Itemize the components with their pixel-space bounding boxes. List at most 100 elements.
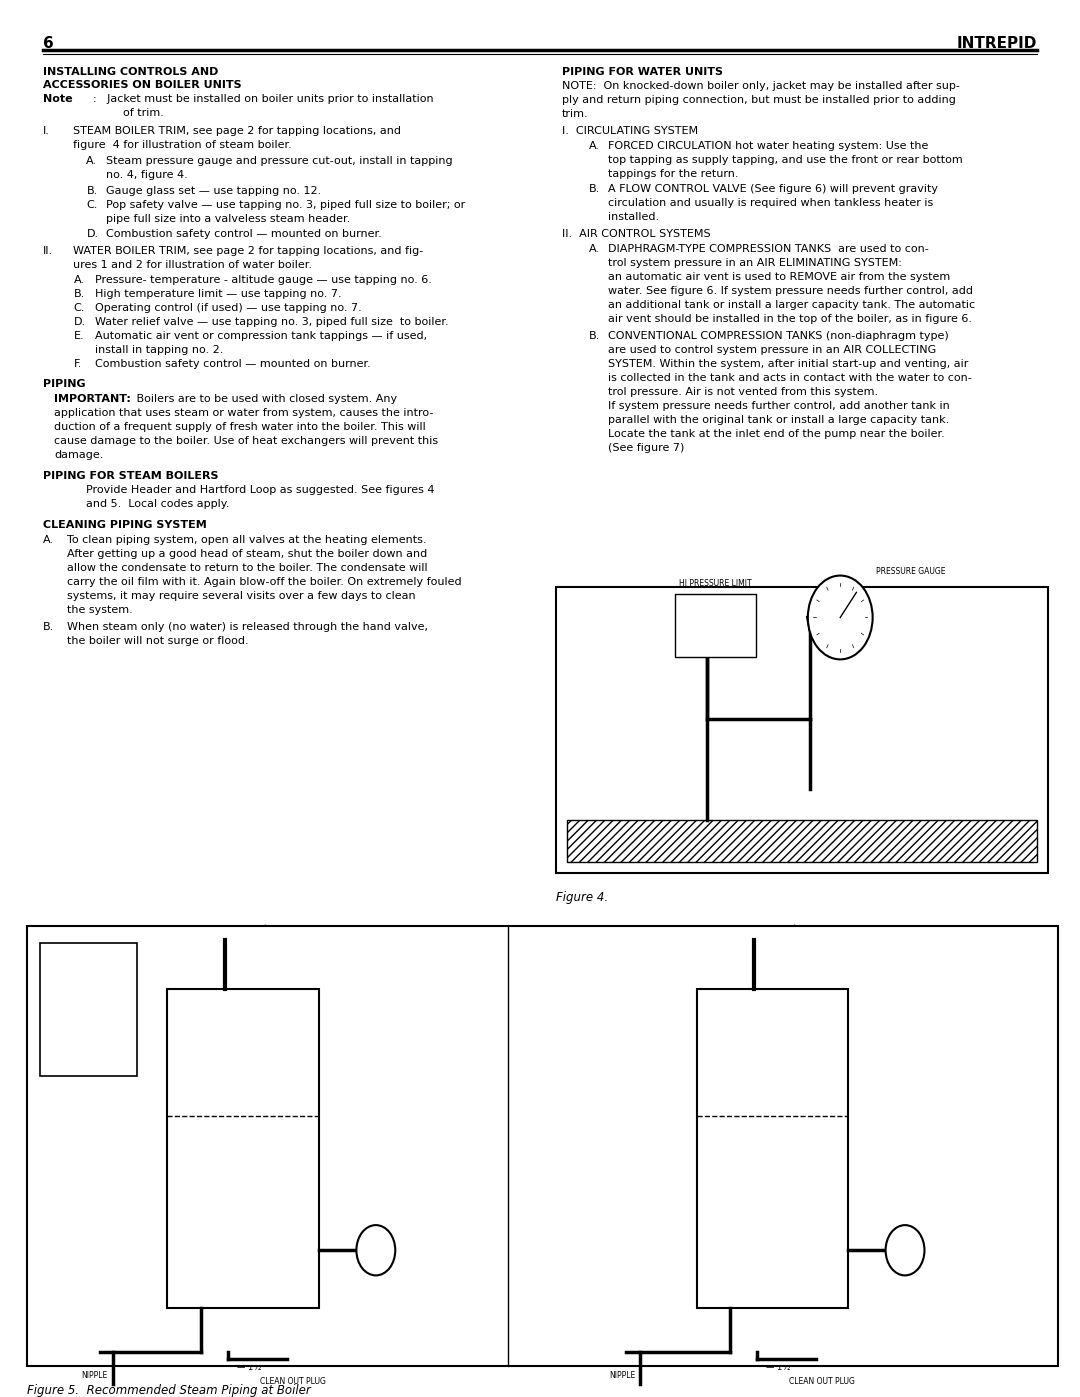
- Text: A.: A.: [589, 141, 599, 151]
- Bar: [556, 587, 1048, 873]
- Text: 1/4" TEE: 1/4" TEE: [670, 707, 702, 715]
- Text: B.: B.: [43, 622, 54, 631]
- Text: WATER: WATER: [664, 1118, 691, 1127]
- Text: CLEANING PIPING SYSTEM: CLEANING PIPING SYSTEM: [43, 520, 207, 529]
- Text: INSTALLING CONTROLS AND: INSTALLING CONTROLS AND: [43, 67, 218, 77]
- Text: SYSTEM. Within the system, after initial start-up and venting, air: SYSTEM. Within the system, after initial…: [608, 359, 969, 369]
- Text: When steam only (no water) is released through the hand valve,: When steam only (no water) is released t…: [67, 622, 428, 631]
- Text: Models TR-50 through TR-70: Models TR-50 through TR-70: [136, 1343, 350, 1355]
- Text: Boilers are to be used with closed system. Any: Boilers are to be used with closed syste…: [133, 394, 397, 404]
- Text: INTREPID: INTREPID: [957, 36, 1037, 52]
- Text: parallel with the original tank or install a large capacity tank.: parallel with the original tank or insta…: [608, 415, 949, 425]
- Text: air vent should be installed in the top of the boiler, as in figure 6.: air vent should be installed in the top …: [608, 314, 972, 324]
- Text: To clean piping system, open all valves at the heating elements.: To clean piping system, open all valves …: [67, 535, 427, 545]
- Bar: [27, 926, 1058, 1366]
- Text: of trim.: of trim.: [123, 108, 164, 117]
- Text: Gauge glass set — use tapping no. 12.: Gauge glass set — use tapping no. 12.: [106, 186, 321, 196]
- Text: NOTE:  On knocked-down boiler only, jacket may be installed after sup-: NOTE: On knocked-down boiler only, jacke…: [562, 81, 959, 91]
- Text: are used to control system pressure in an AIR COLLECTING: are used to control system pressure in a…: [608, 345, 936, 355]
- Text: Combustion safety control — mounted on burner.: Combustion safety control — mounted on b…: [95, 359, 370, 369]
- Text: Dim.: Dim.: [102, 963, 126, 972]
- Text: Boiler: Boiler: [49, 951, 81, 961]
- Text: PIPING FOR WATER UNITS: PIPING FOR WATER UNITS: [562, 67, 723, 77]
- Text: NIPPLE: NIPPLE: [82, 1370, 108, 1380]
- Text: C.: C.: [86, 200, 98, 210]
- Text: NORMAL: NORMAL: [129, 1099, 162, 1108]
- Text: 22¹⁹/₃₂: 22¹⁹/₃₂: [99, 1055, 129, 1063]
- Text: NIPPLE: NIPPLE: [816, 743, 842, 752]
- Text: no. 4, figure 4.: no. 4, figure 4.: [106, 170, 188, 180]
- Text: A.: A.: [43, 535, 54, 545]
- Text: ACCESSORIES ON BOILER UNITS: ACCESSORIES ON BOILER UNITS: [43, 80, 242, 89]
- Text: Water relief valve — use tapping no. 3, piped full size  to boiler.: Water relief valve — use tapping no. 3, …: [95, 317, 448, 327]
- Text: MIN.: MIN.: [270, 942, 287, 950]
- Text: A FLOW CONTROL VALVE (See figure 6) will prevent gravity: A FLOW CONTROL VALVE (See figure 6) will…: [608, 184, 939, 194]
- Text: Models TR-30 through TR-40: Models TR-30 through TR-40: [665, 1343, 879, 1355]
- Text: If system pressure needs further control, add another tank in: If system pressure needs further control…: [608, 401, 949, 411]
- Text: DIAPHRAGM-TYPE COMPRESSION TANKS  are used to con-: DIAPHRAGM-TYPE COMPRESSION TANKS are use…: [608, 244, 929, 254]
- Text: trol pressure. Air is not vented from this system.: trol pressure. Air is not vented from th…: [608, 387, 878, 397]
- Text: CLEAN OUT PLUG: CLEAN OUT PLUG: [260, 1377, 326, 1386]
- Bar: [675, 594, 756, 657]
- Text: Steam pressure gauge and pressure cut-out, install in tapping: Steam pressure gauge and pressure cut-ou…: [106, 156, 453, 166]
- Text: HI PRESSURE LIMIT: HI PRESSURE LIMIT: [679, 580, 752, 588]
- Text: Operating control (if used) — use tapping no. 7.: Operating control (if used) — use tappin…: [95, 303, 362, 313]
- Text: 25½": 25½": [102, 1207, 124, 1217]
- Text: A.: A.: [73, 275, 84, 285]
- Text: TR-70: TR-70: [50, 1055, 81, 1065]
- Text: 1½": 1½": [242, 1299, 259, 1308]
- Text: Figure 4.: Figure 4.: [556, 891, 608, 904]
- Text: SUPPLY: SUPPLY: [758, 954, 788, 963]
- Text: SUPPLY: SUPPLY: [229, 954, 259, 963]
- Text: WATER: WATER: [135, 1118, 162, 1127]
- Text: 19⁷/₃₂: 19⁷/₃₂: [102, 1021, 126, 1031]
- Text: installed.: installed.: [608, 212, 659, 222]
- Text: the system.: the system.: [67, 605, 133, 615]
- Text: Note: Note: [43, 94, 72, 103]
- Text: Pop safety valve — use tapping no. 3, piped full size to boiler; or: Pop safety valve — use tapping no. 3, pi…: [106, 200, 465, 210]
- Text: NIPPLE: NIPPLE: [609, 1370, 635, 1380]
- Text: BOILER: BOILER: [251, 1333, 278, 1341]
- Text: FORCED CIRCULATION hot water heating system: Use the: FORCED CIRCULATION hot water heating sys…: [608, 141, 929, 151]
- Text: CLOSE: CLOSE: [610, 1356, 635, 1366]
- Text: A: A: [271, 1206, 281, 1220]
- Text: 25½": 25½": [631, 1207, 653, 1217]
- Text: CONVENTIONAL COMPRESSION TANKS (non-diaphragm type): CONVENTIONAL COMPRESSION TANKS (non-diap…: [608, 331, 949, 341]
- Text: ures 1 and 2 for illustration of water boiler.: ures 1 and 2 for illustration of water b…: [73, 260, 312, 270]
- Text: MIN.: MIN.: [773, 956, 791, 964]
- Circle shape: [356, 1225, 395, 1275]
- Text: REAR OF: REAR OF: [780, 1319, 813, 1327]
- Text: CLEAN OUT PLUG: CLEAN OUT PLUG: [789, 1377, 855, 1386]
- Text: NIPPLE 1/4" x CLOSE: NIPPLE 1/4" x CLOSE: [711, 638, 788, 647]
- Text: trol system pressure in an AIR ELIMINATING SYSTEM:: trol system pressure in an AIR ELIMINATI…: [608, 258, 902, 268]
- Text: 3": 3": [795, 1048, 804, 1058]
- Text: 15²²/₃₂: 15²²/₃₂: [99, 989, 129, 997]
- Text: LINE: LINE: [79, 1361, 97, 1369]
- Text: STEAM: STEAM: [758, 940, 787, 949]
- Circle shape: [886, 1225, 924, 1275]
- Text: application that uses steam or water from system, causes the intro-: application that uses steam or water fro…: [54, 408, 433, 418]
- Text: PIPING FOR STEAM BOILERS: PIPING FOR STEAM BOILERS: [43, 471, 218, 481]
- Text: 1½": 1½": [771, 1299, 788, 1308]
- Text: RETURN: RETURN: [589, 1348, 623, 1356]
- Text: Combustion safety control — mounted on burner.: Combustion safety control — mounted on b…: [106, 229, 381, 239]
- Text: duction of a frequent supply of fresh water into the boiler. This will: duction of a frequent supply of fresh wa…: [54, 422, 426, 432]
- Text: IMPORTANT:: IMPORTANT:: [54, 394, 131, 404]
- Text: STEAM BOILER TRIM, see page 2 for tapping locations, and: STEAM BOILER TRIM, see page 2 for tappin…: [73, 126, 402, 136]
- Text: STEAM: STEAM: [229, 940, 258, 949]
- Text: an additional tank or install a larger capacity tank. The automatic: an additional tank or install a larger c…: [608, 300, 975, 310]
- Text: REAR OF: REAR OF: [251, 1319, 284, 1327]
- Text: — 1½": — 1½": [766, 1363, 794, 1372]
- Text: C.: C.: [73, 303, 85, 313]
- Text: Provide Header and Hartford Loop as suggested. See figures 4: Provide Header and Hartford Loop as sugg…: [86, 485, 435, 495]
- Bar: [167, 989, 319, 1308]
- Text: PIPING: PIPING: [43, 379, 85, 388]
- Text: and 5.  Local codes apply.: and 5. Local codes apply.: [86, 499, 230, 509]
- Text: the boiler will not surge or flood.: the boiler will not surge or flood.: [67, 636, 248, 645]
- Text: circulation and usually is required when tankless heater is: circulation and usually is required when…: [608, 198, 933, 208]
- Text: B.: B.: [73, 289, 84, 299]
- Text: E.: E.: [73, 331, 84, 341]
- Bar: [697, 989, 848, 1308]
- Text: water. See figure 6. If system pressure needs further control, add: water. See figure 6. If system pressure …: [608, 286, 973, 296]
- Text: tappings for the return.: tappings for the return.: [608, 169, 739, 179]
